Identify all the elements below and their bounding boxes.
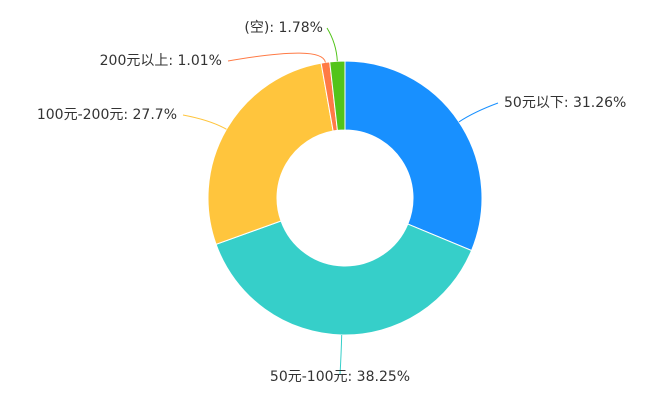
slice-0[interactable] — [344, 60, 483, 252]
slice-4[interactable] — [329, 60, 346, 131]
slice-label-0: 50元以下: 31.26% — [504, 95, 626, 111]
labels-layer: 50元以下: 31.26% 50元-100元: 38.25% 100元-200元: … — [37, 20, 627, 385]
leader-line-2 — [182, 114, 227, 130]
leader-line-4 — [326, 27, 338, 62]
slice-label-4: (空): 1.78% — [244, 20, 323, 36]
leader-line-3 — [227, 52, 326, 63]
slice-label-2: 100元-200元: 27.7% — [37, 107, 177, 123]
slices-layer — [207, 60, 483, 336]
slice-1[interactable] — [215, 220, 473, 336]
leader-lines-layer — [182, 27, 499, 376]
slice-label-3: 200元以上: 1.01% — [100, 53, 222, 69]
slice-label-1: 50元-100元: 38.25% — [270, 369, 410, 385]
leader-line-1 — [339, 334, 343, 376]
slice-2[interactable] — [207, 62, 334, 245]
leader-line-0 — [458, 102, 499, 123]
